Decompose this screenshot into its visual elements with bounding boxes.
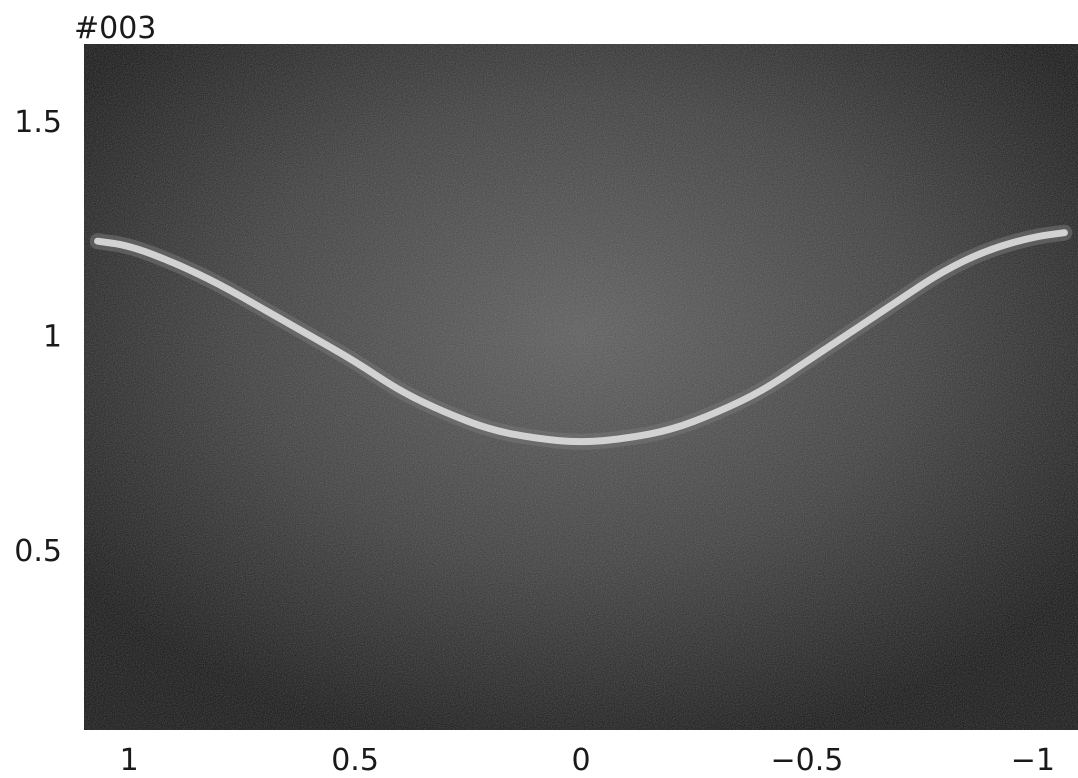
x-tick-label: 0: [571, 743, 590, 778]
y-tick-label: 1.5: [14, 105, 62, 140]
x-tick-layer: 1 0.5 0 −0.5 −1: [120, 743, 1055, 778]
x-tick-label: 0.5: [331, 743, 379, 778]
chart-title: #003: [74, 11, 157, 46]
x-tick-label: 1: [120, 743, 139, 778]
x-tick-label: −0.5: [770, 743, 843, 778]
y-tick-label: 0.5: [14, 534, 62, 569]
x-tick-label: −1: [1011, 743, 1055, 778]
series-0-line: [94, 229, 1068, 446]
y-tick-label: 1: [43, 320, 62, 355]
series-layer: [89, 224, 1073, 450]
plot-grain: [84, 44, 1078, 730]
y-tick-layer: 1.5 1 0.5: [14, 105, 62, 569]
